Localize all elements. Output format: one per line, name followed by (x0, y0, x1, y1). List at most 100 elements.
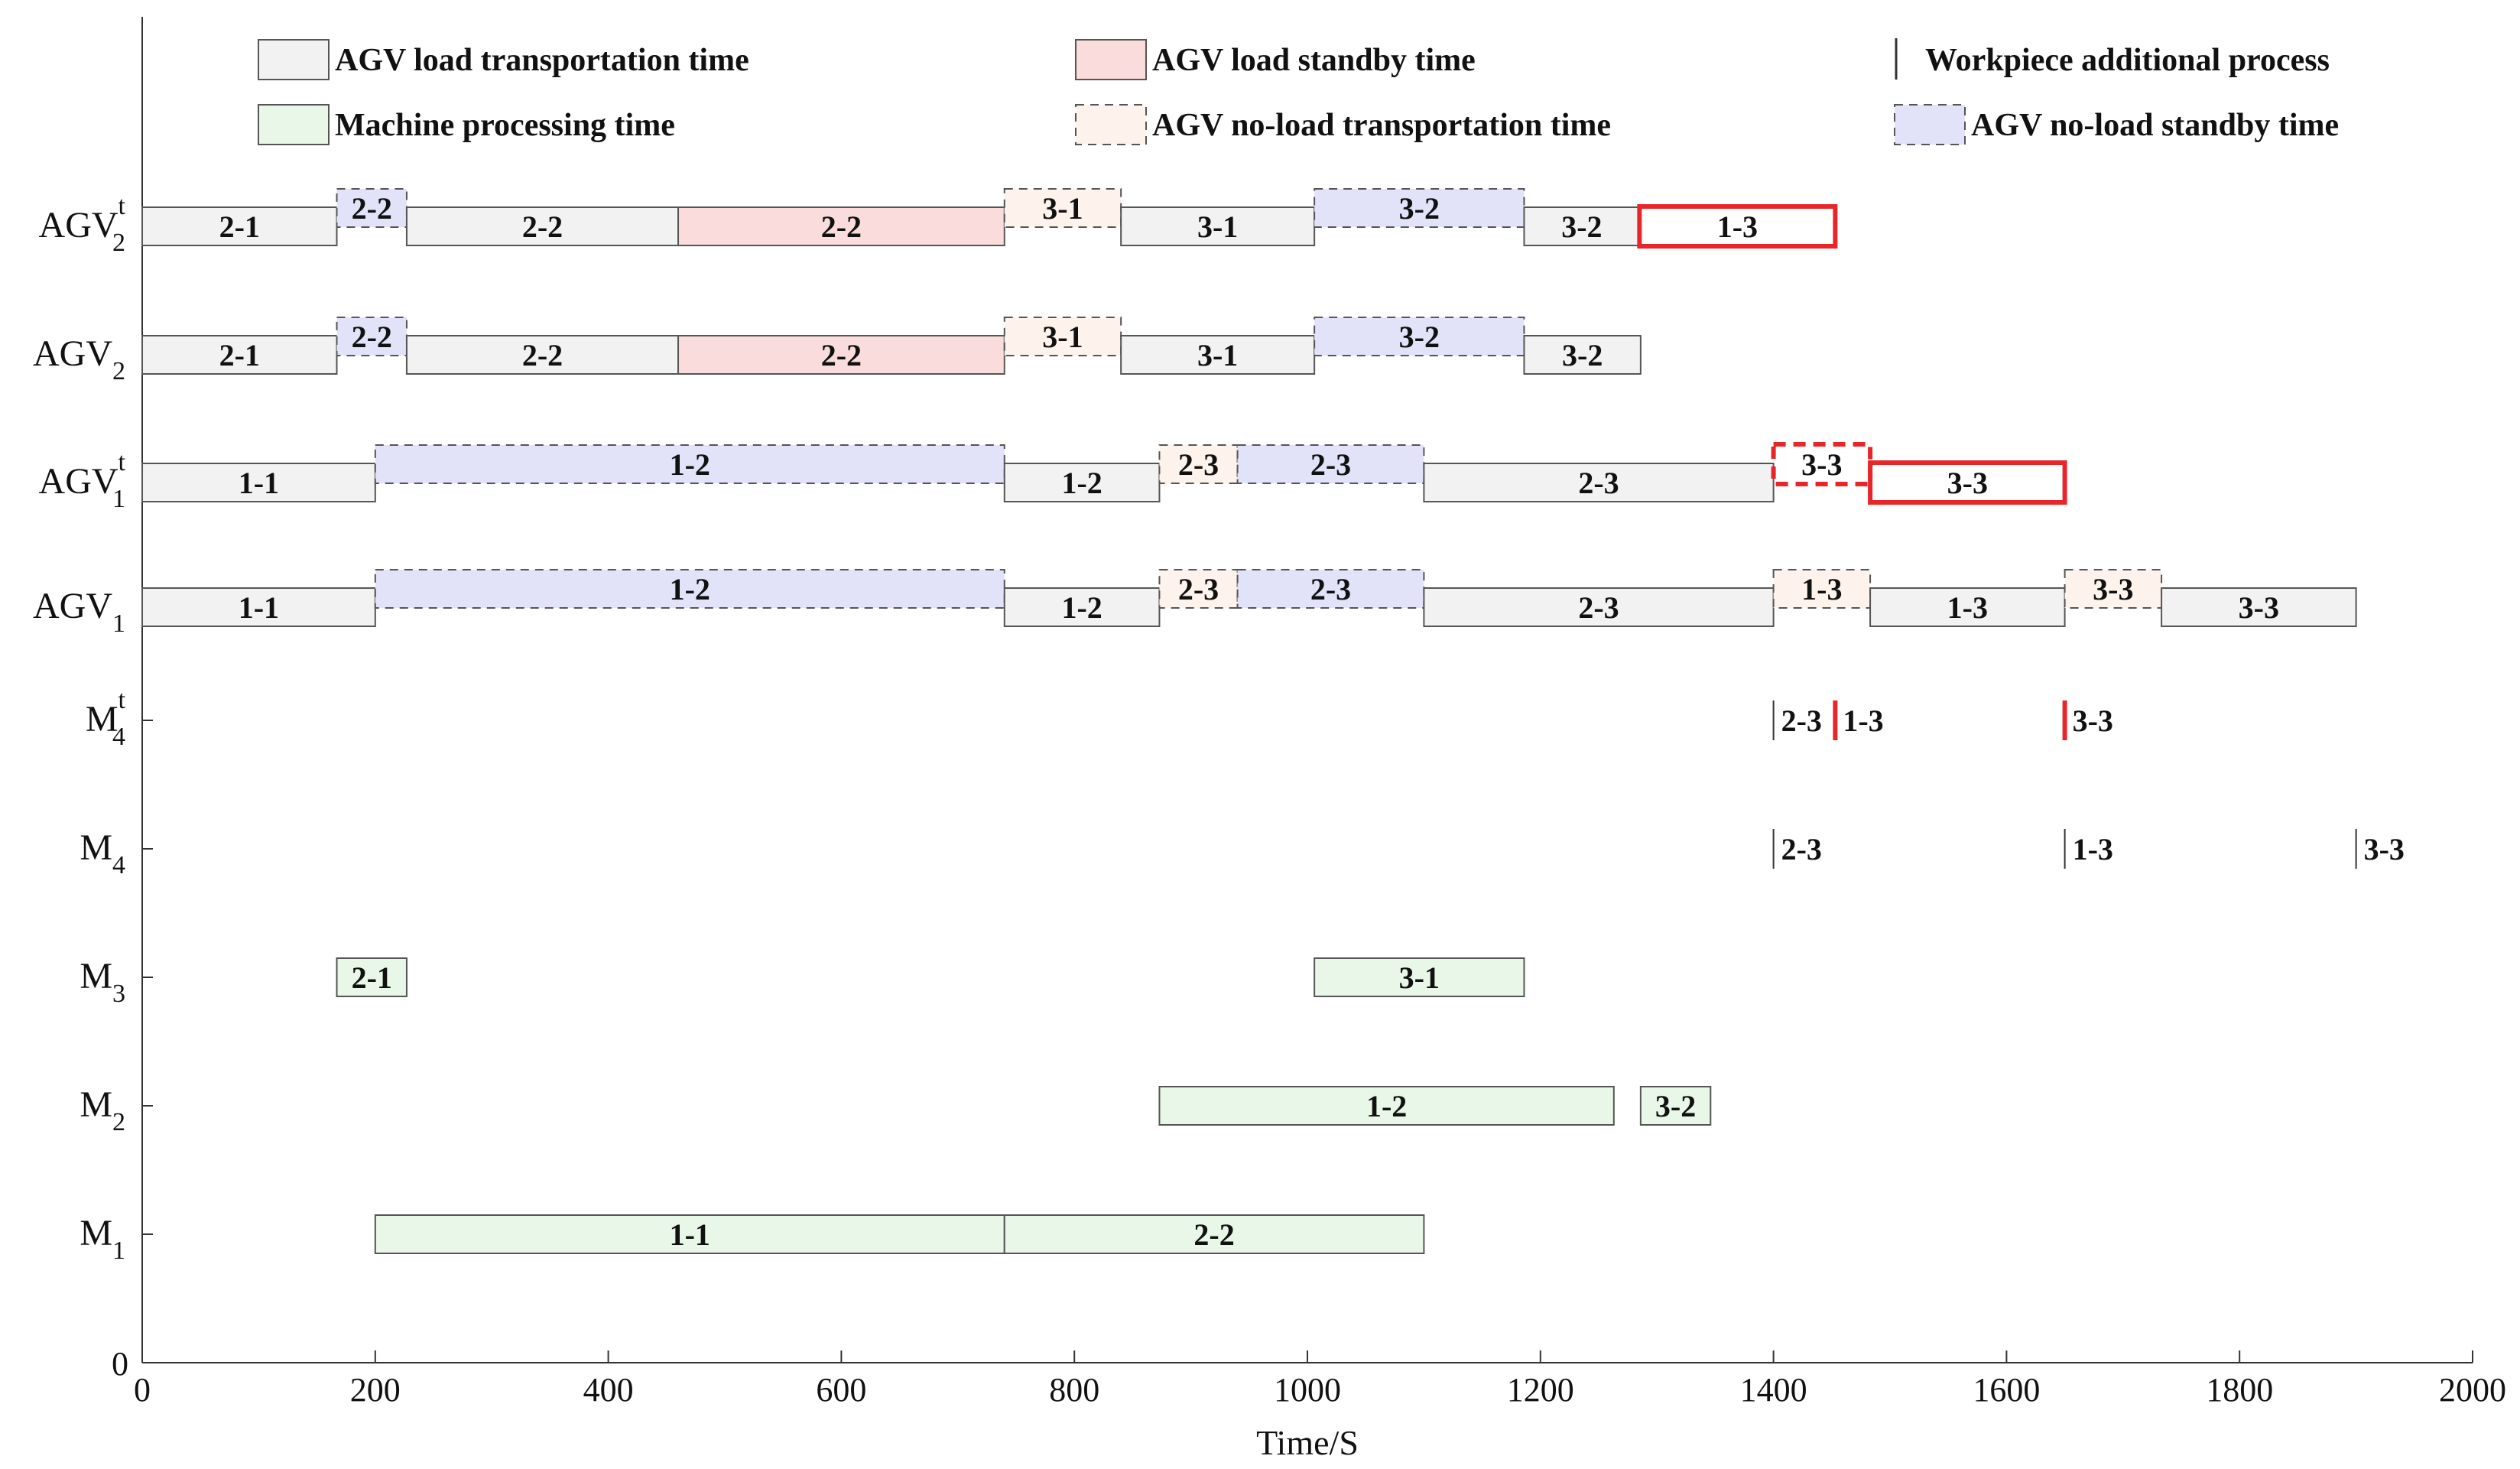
x-tick-label: 2000 (2439, 1371, 2506, 1409)
gantt-bar-noload-transport (1003, 317, 1122, 356)
gantt-bar-noload-transport (1772, 569, 1872, 609)
gantt-bar-label: 3-2 (1561, 210, 1602, 244)
gantt-bar-highlight (1637, 204, 1838, 249)
gantt-bar-noload-transport (1003, 188, 1122, 228)
row-label-subscript: 1 (112, 485, 125, 513)
row-label-base: M (86, 699, 119, 739)
gantt-bar-label: 3-1 (1042, 191, 1083, 226)
gantt-bar-label: 2-3 (1310, 447, 1351, 482)
gantt-bar-noload-standby (1236, 569, 1425, 609)
gantt-bar-label: 3-2 (1399, 320, 1440, 354)
gantt-bar-load-transport (2161, 587, 2357, 627)
gantt-bar-load-standby (677, 206, 1005, 246)
gantt-bar-label: 3-2 (1399, 191, 1440, 226)
legend-label: AGV load standby time (1152, 43, 1476, 78)
gantt-bar-machine-processing (1003, 1214, 1425, 1254)
x-tick-label: 1800 (2206, 1371, 2273, 1409)
gantt-bar-label: 2-3 (1178, 447, 1219, 482)
gantt-bar-load-transport (1423, 463, 1775, 502)
gantt-bar-label: 1-3 (1801, 572, 1842, 606)
row-label-base: AGV (33, 586, 112, 626)
gantt-bar-load-transport (141, 587, 376, 627)
gantt-bar-label: 1-1 (670, 1217, 710, 1252)
row-label-base: M (80, 1213, 112, 1253)
gantt-bar-load-transport (1120, 206, 1316, 246)
gantt-bar-noload-standby (374, 444, 1005, 484)
gantt-bar-label: 2-1 (219, 210, 260, 244)
row-label-base: M (80, 1084, 112, 1125)
row-label-superscript: t (119, 192, 126, 220)
x-tick-label: 0 (134, 1371, 151, 1409)
gantt-bar-noload-standby (1236, 444, 1425, 484)
row-label-base: M (80, 956, 112, 996)
row-label-subscript: 4 (112, 723, 125, 751)
gantt-bar-label: 1-2 (1061, 590, 1102, 625)
row-label-subscript: 1 (112, 1237, 125, 1265)
x-tick-label: 600 (816, 1371, 866, 1409)
row-label-subscript: 2 (112, 357, 125, 385)
gantt-bar-noload-standby (336, 188, 408, 228)
gantt-bar-label: 2-3 (1178, 572, 1219, 606)
gantt-bar-label: 3-3 (1801, 447, 1842, 482)
x-tick-label: 1400 (1740, 1371, 1807, 1409)
gantt-bar-highlight-dashed (1771, 442, 1873, 486)
gantt-bar-label: 2-3 (1578, 590, 1619, 625)
gantt-bar-label: 1-1 (239, 466, 279, 500)
row-label: M2 (80, 1084, 125, 1136)
row-label-base: AGV (39, 461, 119, 502)
gantt-bar-highlight (1868, 460, 2067, 505)
row-label: AGV1 (33, 586, 125, 638)
row-label-subscript: 1 (112, 609, 125, 638)
gantt-bar-label: 3-3 (1947, 466, 1988, 500)
x-tick-label: 1200 (1507, 1371, 1574, 1409)
gantt-bar-label: 3-1 (1197, 338, 1238, 372)
gantt-bar-noload-standby (1314, 317, 1525, 356)
gantt-bar-label: 2-2 (821, 338, 862, 372)
legend-label: AGV load transportation time (335, 43, 749, 78)
legend-label: Workpiece additional process (1925, 43, 2330, 78)
row-label-subscript: 2 (112, 229, 125, 257)
gantt-bar-label: 1-2 (1061, 466, 1102, 500)
x-tick-label: 200 (350, 1371, 401, 1409)
gantt-bar-label: 2-2 (522, 338, 563, 372)
process-marker-label: 1-3 (1843, 704, 1883, 738)
gantt-bar-noload-transport (1158, 444, 1239, 484)
gantt-bar-label: 1-2 (1366, 1089, 1407, 1123)
gantt-bar-label: 2-1 (219, 338, 260, 372)
process-marker-label: 2-3 (1781, 832, 1822, 866)
row-label: M4 (80, 827, 125, 879)
gantt-bar-load-transport (1523, 335, 1642, 375)
gantt-bar-label: 3-3 (2093, 572, 2133, 606)
row-label: M3 (80, 956, 125, 1008)
row-label-base: AGV (33, 333, 112, 374)
row-label: Mt 4 (86, 686, 126, 751)
x-axis-title: Time/S (1256, 1423, 1359, 1462)
gantt-bar-machine-processing (1158, 1086, 1615, 1126)
row-label-base: AGV (39, 205, 119, 245)
gantt-bar-load-transport (1120, 335, 1316, 375)
legend-swatch-machine-processing (258, 104, 330, 145)
row-label: AGV2 (33, 333, 125, 385)
gantt-bar-label: 1-2 (670, 447, 710, 482)
gantt-bar-label: 2-1 (352, 960, 392, 995)
gantt-bar-label: 2-2 (352, 191, 392, 226)
legend-label: AGV no-load transportation time (1152, 108, 1611, 143)
gantt-bar-label: 1-1 (239, 590, 279, 625)
gantt-bar-machine-processing (1639, 1086, 1712, 1126)
gantt-bar-label: 3-3 (2239, 590, 2279, 625)
legend-swatch-noload-transport (1075, 104, 1147, 145)
gantt-bar-noload-standby (374, 569, 1005, 609)
gantt-bar-noload-transport (2064, 569, 2163, 609)
gantt-bar-load-transport (141, 206, 338, 246)
row-label-base: M (80, 827, 112, 868)
gantt-bar-noload-transport (1158, 569, 1239, 609)
legend-swatch-load-standby (1075, 39, 1147, 80)
gantt-bar-label: 2-2 (1193, 1217, 1234, 1252)
legend-label: Machine processing time (335, 108, 675, 143)
gantt-bar-load-standby (677, 335, 1005, 375)
gantt-bar-machine-processing (336, 957, 408, 997)
gantt-bar-label: 2-2 (352, 320, 392, 354)
legend-label: AGV no-load standby time (1971, 108, 2339, 143)
